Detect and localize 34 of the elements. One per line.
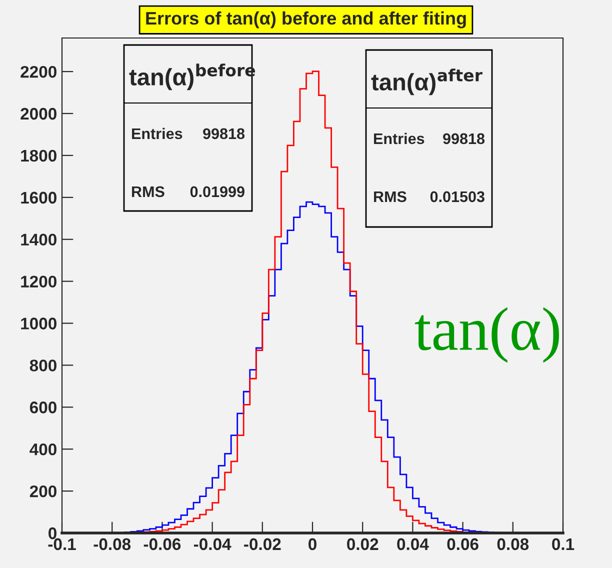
x-tick-label: -0.06 <box>144 538 181 550</box>
x-tick-label: -0.1 <box>48 538 76 550</box>
annotation: 0.01503 <box>430 191 484 202</box>
y-tick-label: 800 <box>30 360 56 372</box>
y-tick-label: 1600 <box>21 192 56 204</box>
y-tick-label: 2200 <box>20 66 56 78</box>
y-tick-label: 400 <box>30 444 56 456</box>
x-tick-label: -0.04 <box>194 538 232 550</box>
annotation: tan(α) <box>414 307 560 363</box>
y-tick-label: 1800 <box>21 150 56 162</box>
x-tick-label: 0.02 <box>347 538 378 550</box>
x-tick-label: -0.02 <box>244 538 281 550</box>
y-tick-label: 1400 <box>21 234 56 246</box>
chart-title: Errors of tan(α) before and after fiting <box>146 11 466 28</box>
annotation: RMS <box>374 191 406 202</box>
y-tick-label: 600 <box>30 402 56 414</box>
y-tick-label: 200 <box>30 485 56 498</box>
annotation: 99818 <box>203 128 245 140</box>
x-tick-label: 0.04 <box>397 538 429 550</box>
y-tick-label: 0 <box>48 527 56 540</box>
annotation: 0.01999 <box>190 186 244 198</box>
annotation: Entries <box>374 132 424 144</box>
x-tick-label: -0.08 <box>94 538 131 550</box>
annotation: Entries <box>132 128 182 140</box>
x-tick-label: 0 <box>308 538 316 550</box>
x-tick-label: 0.06 <box>447 538 478 550</box>
x-tick-label: 0.08 <box>497 538 529 550</box>
annotation: 99818 <box>443 133 485 144</box>
annotation: RMS <box>132 186 164 198</box>
x-tick-label: 0.1 <box>552 538 574 550</box>
y-tick-label: 1000 <box>21 318 56 330</box>
y-tick-label: 2000 <box>20 108 56 120</box>
y-tick-label: 1200 <box>21 276 56 288</box>
annotation: tan(α)$^{after}$ <box>371 68 482 96</box>
